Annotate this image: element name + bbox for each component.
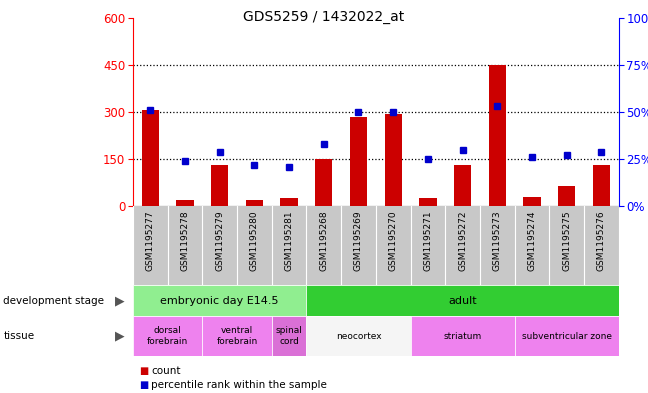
Text: GSM1195270: GSM1195270 (389, 210, 398, 271)
Text: ■: ■ (139, 380, 148, 390)
Text: adult: adult (448, 296, 477, 306)
Text: ▶: ▶ (115, 329, 124, 343)
Text: subventricular zone: subventricular zone (522, 332, 612, 340)
Bar (454, 165, 471, 206)
Text: GSM1195272: GSM1195272 (458, 210, 467, 271)
Bar (246, 200, 263, 206)
Bar (133, 285, 307, 316)
Text: ▶: ▶ (115, 294, 124, 307)
Text: GSM1195277: GSM1195277 (146, 210, 155, 271)
Bar (176, 200, 194, 206)
Bar (281, 198, 297, 206)
Text: GSM1195274: GSM1195274 (527, 210, 537, 271)
Text: GSM1195280: GSM1195280 (250, 210, 259, 271)
Bar (202, 316, 272, 356)
Text: tissue: tissue (3, 331, 34, 341)
Text: GDS5259 / 1432022_at: GDS5259 / 1432022_at (244, 10, 404, 24)
Text: GSM1195273: GSM1195273 (493, 210, 502, 271)
Bar (593, 165, 610, 206)
Text: spinal
cord: spinal cord (275, 326, 303, 346)
Bar (350, 117, 367, 206)
Bar (307, 285, 619, 316)
Bar (489, 65, 506, 206)
Bar (211, 165, 228, 206)
Text: ventral
forebrain: ventral forebrain (216, 326, 258, 346)
Text: count: count (151, 366, 181, 376)
Text: GSM1195278: GSM1195278 (180, 210, 189, 271)
Bar (307, 316, 411, 356)
Bar (419, 198, 437, 206)
Text: ■: ■ (139, 366, 148, 376)
Bar (524, 197, 540, 206)
Text: GSM1195281: GSM1195281 (284, 210, 294, 271)
Bar (141, 110, 159, 206)
Text: neocortex: neocortex (336, 332, 381, 340)
Text: GSM1195268: GSM1195268 (319, 210, 329, 271)
Text: striatum: striatum (443, 332, 481, 340)
Bar (411, 316, 515, 356)
Text: development stage: development stage (3, 296, 104, 306)
Text: GSM1195269: GSM1195269 (354, 210, 363, 271)
Bar (315, 159, 332, 206)
Bar (515, 316, 619, 356)
Text: embryonic day E14.5: embryonic day E14.5 (160, 296, 279, 306)
Bar (558, 186, 575, 206)
Text: GSM1195279: GSM1195279 (215, 210, 224, 271)
Text: GSM1195275: GSM1195275 (562, 210, 572, 271)
Text: percentile rank within the sample: percentile rank within the sample (151, 380, 327, 390)
Bar (133, 316, 202, 356)
Text: dorsal
forebrain: dorsal forebrain (147, 326, 188, 346)
Bar (384, 114, 402, 206)
Text: GSM1195276: GSM1195276 (597, 210, 606, 271)
Bar (272, 316, 307, 356)
Text: GSM1195271: GSM1195271 (423, 210, 432, 271)
